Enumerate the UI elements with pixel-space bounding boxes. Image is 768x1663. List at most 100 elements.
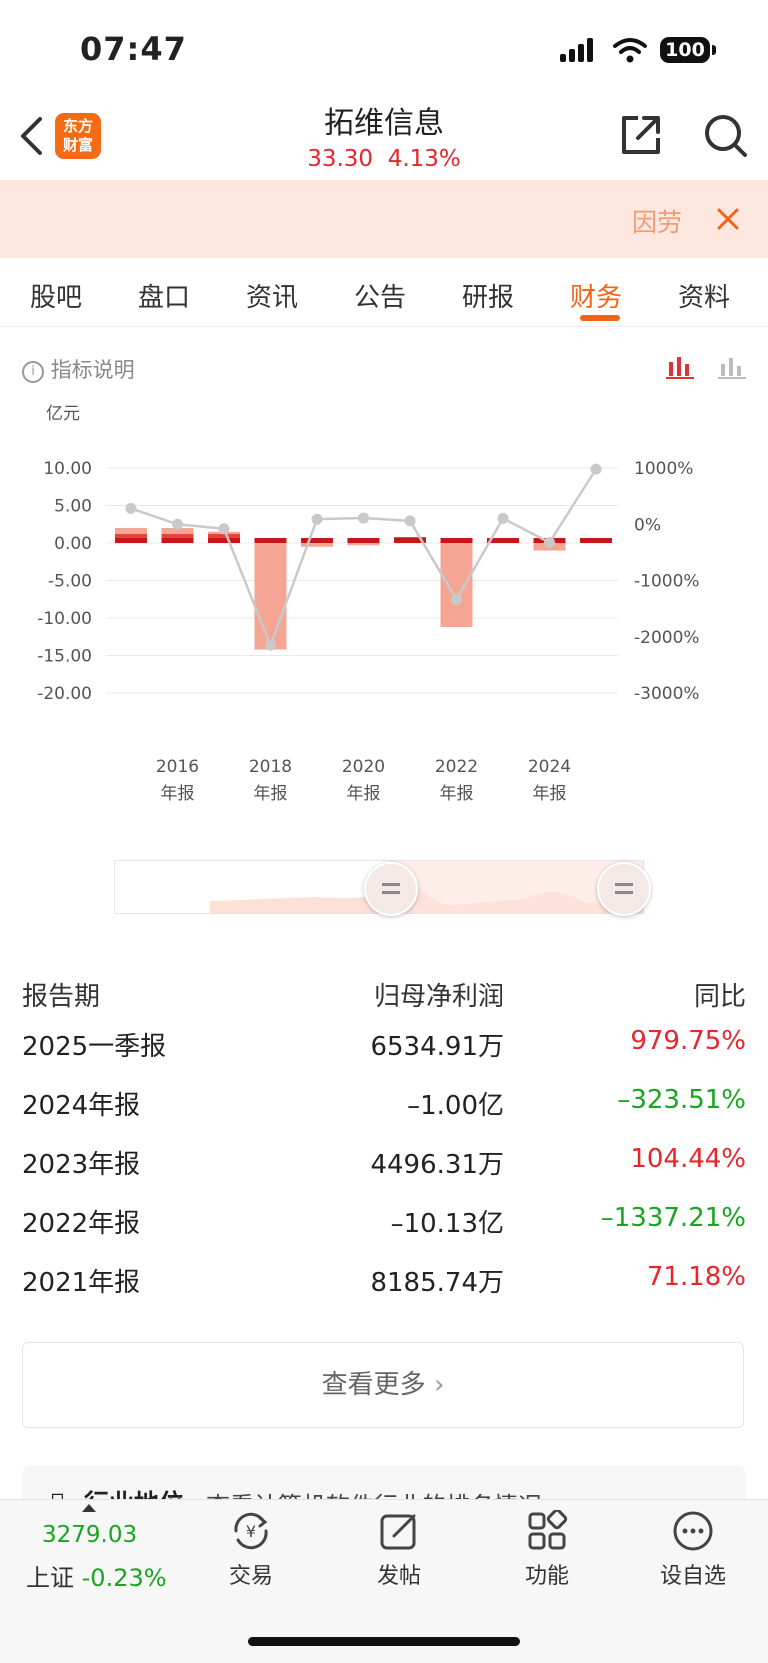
tabs-divider xyxy=(0,326,768,327)
nav-functions[interactable]: 功能 xyxy=(524,1564,569,1589)
left-tick-label: -5.00 xyxy=(48,572,92,592)
yoy-point xyxy=(125,503,137,514)
row-yoy: 71.18% xyxy=(646,1262,746,1292)
x-tick-kind: 年报 xyxy=(440,784,474,804)
indicator-info-button[interactable]: i 指标说明 xyxy=(22,354,135,384)
bar-quarter-segment xyxy=(115,534,147,538)
info-icon: i xyxy=(22,361,44,383)
tab-research[interactable]: 研报 xyxy=(462,283,515,313)
x-tick-kind: 年报 xyxy=(533,784,567,804)
tab-profile[interactable]: 资料 xyxy=(678,283,731,313)
bar xyxy=(347,543,380,546)
row-net-profit: 4496.31万 xyxy=(370,1150,504,1180)
yoy-point xyxy=(218,523,230,535)
left-tick-label: -10.00 xyxy=(37,609,92,629)
back-icon[interactable] xyxy=(18,116,44,156)
row-yoy: 979.75% xyxy=(630,1026,746,1056)
range-handle-left[interactable] xyxy=(364,862,418,916)
right-tick-label: 0% xyxy=(634,515,661,535)
header-period: 报告期 xyxy=(22,982,101,1012)
index-change: -0.23% xyxy=(81,1564,167,1592)
svg-text:¥: ¥ xyxy=(246,1522,256,1541)
bar xyxy=(301,543,333,547)
row-period: 2025一季报 xyxy=(22,1032,167,1062)
quarterly-chart-toggle-icon[interactable] xyxy=(718,354,746,380)
tab-finance[interactable]: 财务 xyxy=(570,283,623,313)
left-tick-label: 5.00 xyxy=(54,497,92,517)
row-yoy: –323.51% xyxy=(617,1085,746,1115)
right-tick-label: 1000% xyxy=(634,459,693,479)
grid-icon[interactable] xyxy=(526,1510,568,1552)
row-period: 2023年报 xyxy=(22,1150,141,1180)
nav-trade[interactable]: 交易 xyxy=(228,1564,273,1589)
nav-add-favorite[interactable]: 设自选 xyxy=(659,1564,726,1589)
info-label: 指标说明 xyxy=(50,358,135,382)
bar-quarter-segment xyxy=(347,538,380,543)
tab-pankou[interactable]: 盘口 xyxy=(138,283,191,313)
bar-chart-toggle-icon[interactable] xyxy=(666,354,694,380)
edit-icon[interactable] xyxy=(378,1510,422,1552)
bar-quarter-segment xyxy=(161,534,194,538)
row-period: 2022年报 xyxy=(22,1209,141,1239)
share-icon[interactable] xyxy=(618,112,664,158)
row-period: 2024年报 xyxy=(22,1091,141,1121)
header-net-profit: 归母净利润 xyxy=(373,982,504,1012)
left-tick-label: -20.00 xyxy=(37,684,92,704)
stock-name: 拓维信息 xyxy=(324,106,444,141)
bar-quarter-segment xyxy=(301,538,333,543)
yoy-line xyxy=(130,468,598,649)
right-tick-label: -3000% xyxy=(634,684,700,704)
profit-chart: 亿元 10.005.000.00-5.00-10.00-15.00-20.00 … xyxy=(37,404,700,804)
right-axis: 1000% 0% -1000% -2000% -3000% xyxy=(634,459,700,704)
tab-news[interactable]: 资讯 xyxy=(246,283,299,313)
x-tick-kind: 年报 xyxy=(347,784,381,804)
yuan-exchange-icon[interactable]: ¥ xyxy=(228,1510,274,1552)
view-more-button[interactable]: 查看更多 › xyxy=(22,1342,744,1428)
nav-post[interactable]: 发帖 xyxy=(376,1564,421,1589)
bottom-nav xyxy=(0,1499,768,1663)
tab-guba[interactable]: 股吧 xyxy=(30,283,83,313)
x-tick-year: 2016 xyxy=(156,757,199,777)
row-net-profit: –10.13亿 xyxy=(390,1209,504,1239)
yoy-point xyxy=(544,536,555,548)
unit-label: 亿元 xyxy=(46,404,80,424)
left-axis: 10.00 5.00 0.00 -5.00 -10.00 -15.00 -20.00 xyxy=(37,459,92,704)
app-logo[interactable]: 东方 财富 xyxy=(55,113,101,159)
bar-quarter-segment xyxy=(394,537,426,538)
tab-announcements[interactable]: 公告 xyxy=(354,283,407,313)
notice-banner[interactable] xyxy=(0,180,768,258)
bar-series xyxy=(115,528,612,650)
home-indicator xyxy=(248,1637,520,1646)
yoy-line-series xyxy=(125,463,602,651)
index-ticker[interactable]: 上证 -0.23% xyxy=(26,1558,167,1593)
banner-text[interactable]: 因劳 xyxy=(632,208,683,237)
active-tab-indicator xyxy=(580,315,620,321)
cellular-signal-icon xyxy=(560,38,600,62)
yoy-point xyxy=(497,512,509,524)
row-net-profit: –1.00亿 xyxy=(407,1091,504,1121)
yoy-point xyxy=(590,463,602,475)
range-handle-right[interactable] xyxy=(597,862,651,916)
logo-line-2: 财富 xyxy=(62,136,93,154)
index-value[interactable]: 3279.03 xyxy=(42,1522,138,1548)
index-name: 上证 xyxy=(26,1564,74,1592)
close-icon[interactable] xyxy=(716,207,740,231)
yoy-point xyxy=(404,515,416,527)
x-tick-kind: 年报 xyxy=(161,784,195,804)
search-icon[interactable] xyxy=(703,112,749,160)
left-tick-label: 0.00 xyxy=(54,534,92,554)
more-icon[interactable] xyxy=(672,1510,714,1552)
bar-quarter-segment xyxy=(254,538,287,543)
x-axis: 2016 年报 2018 年报 2020 年报 2022 年报 2024 年报 xyxy=(156,757,571,804)
row-period: 2021年报 xyxy=(22,1268,141,1298)
yoy-point xyxy=(265,639,276,651)
chevron-right-icon: › xyxy=(433,1370,445,1400)
bar-quarter-segment xyxy=(161,538,194,543)
right-tick-label: -2000% xyxy=(634,628,700,648)
yoy-point xyxy=(358,512,369,524)
bar-quarter-segment xyxy=(487,538,519,543)
wifi-icon xyxy=(613,38,647,63)
view-more-label: 查看更多 xyxy=(321,1370,426,1400)
row-net-profit: 6534.91万 xyxy=(370,1032,504,1062)
row-yoy: –1337.21% xyxy=(600,1203,746,1233)
